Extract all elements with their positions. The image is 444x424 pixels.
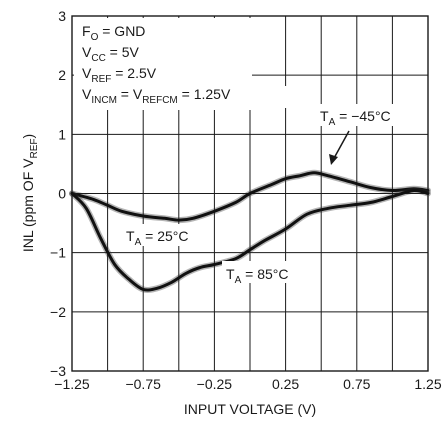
condition-vref: VREF = 2.5V [82, 65, 157, 85]
tick-labels: −1.25 −0.75 −0.25 0.25 0.75 1.25 3 2 1 0 −1 −2 −3 [50, 8, 442, 392]
x-tick-label: −0.25 [197, 376, 233, 392]
arrow-head [329, 154, 338, 165]
annotation-minus45: TA = −45°C [316, 104, 418, 165]
condition-vincm: VINCM = VREFCM = 1.25V [82, 86, 231, 106]
y-tick-label: 2 [58, 67, 66, 83]
y-tick-label: −2 [50, 304, 66, 320]
condition-line4-box: VINCM = VREFCM = 1.25V [74, 86, 314, 108]
y-axis-title: INL (ppm OF VREF) [20, 134, 40, 252]
annotation-85: TA = 85°C [222, 261, 304, 286]
series-0-line [70, 171, 430, 222]
y-tick-label: 0 [58, 186, 66, 202]
x-tick-label: −0.75 [125, 376, 161, 392]
y-tick-label: 3 [58, 8, 66, 24]
label-ta-minus45: TA = −45°C [320, 108, 391, 128]
annotation-25: TA = 25°C [122, 224, 204, 248]
x-tick-label: 0.25 [272, 376, 299, 392]
y-tick-label: −3 [50, 363, 66, 379]
condition-vcc: VCC = 5V [82, 44, 140, 64]
y-tick-label: −1 [50, 245, 66, 261]
x-axis-title: INPUT VOLTAGE (V) [184, 401, 316, 417]
label-ta-85: TA = 85°C [226, 266, 288, 286]
y-tick-label: 1 [58, 126, 66, 142]
arrow-line [332, 130, 350, 161]
label-ta-25: TA = 25°C [126, 228, 188, 248]
condition-fo: FO = GND [82, 23, 145, 43]
x-tick-label: −1.25 [54, 376, 90, 392]
x-tick-label: 1.25 [414, 376, 441, 392]
x-tick-label: 0.75 [343, 376, 370, 392]
